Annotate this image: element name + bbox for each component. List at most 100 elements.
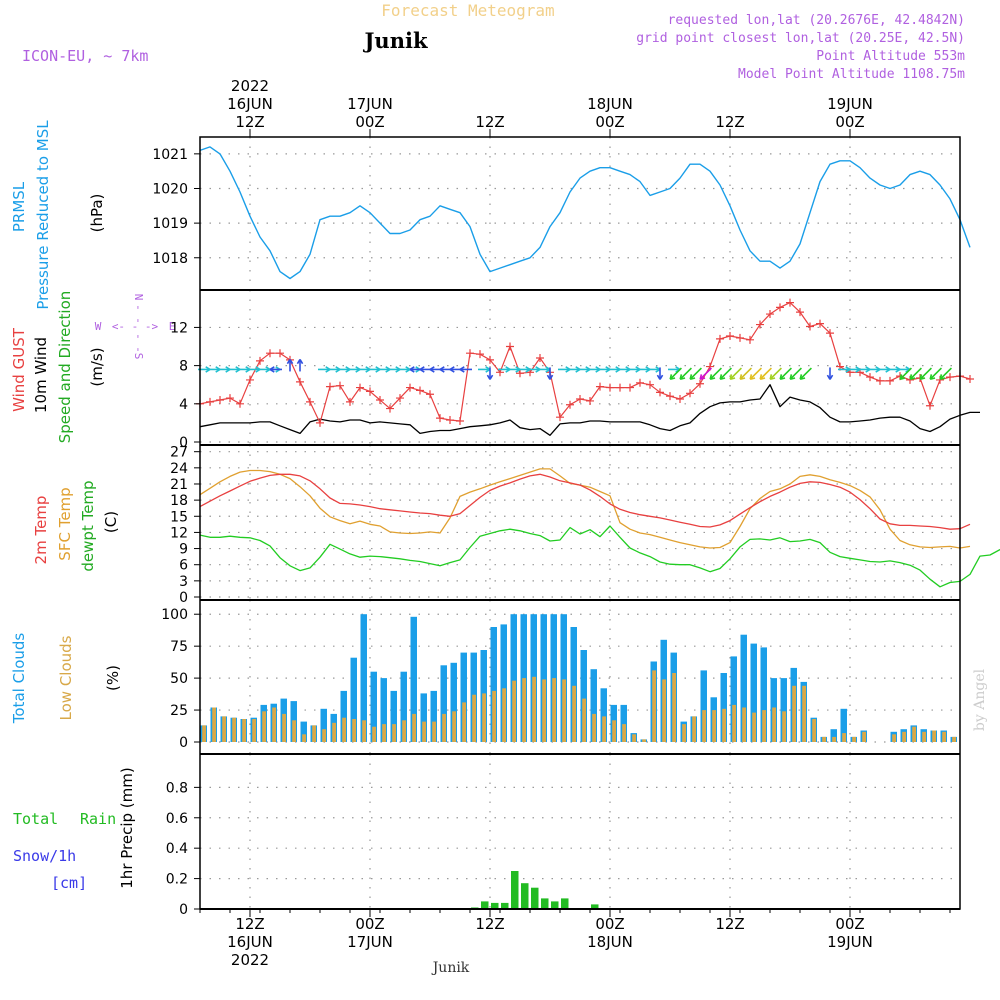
x-tick-label-bottom: 2022	[231, 951, 269, 969]
x-tick-label-bottom: 00Z	[835, 915, 864, 933]
low-cloud-bar	[532, 676, 536, 742]
pressure-ytick-label: 1020	[152, 181, 188, 197]
wind-arrowhead	[739, 374, 746, 381]
gust-point	[446, 416, 454, 425]
gust-point	[786, 298, 794, 307]
x-tick-label-bottom: 16JUN	[227, 933, 273, 951]
wind-direction-arrow	[699, 367, 712, 380]
total-cloud-bar	[300, 721, 307, 742]
gust-point	[266, 349, 274, 358]
low-cloud-bar	[632, 734, 636, 742]
gridpoint-coords: grid point closest lon,lat (20.25E, 42.5…	[636, 31, 965, 46]
gust-point	[826, 329, 834, 338]
gust-point	[676, 395, 684, 404]
wind-direction-arrow	[939, 367, 952, 380]
x-tick-label-bottom: 12Z	[715, 915, 744, 933]
temp-sfc-label: SFC Temp	[56, 487, 74, 560]
wind-direction-arrow	[749, 367, 762, 380]
gust-point	[726, 332, 734, 341]
wind-unit: (m/s)	[88, 347, 106, 386]
gust-point	[816, 319, 824, 328]
wind-direction-label: Speed and Direction	[56, 291, 74, 444]
low-cloud-bar	[622, 724, 626, 742]
clouds-ytick-label: 100	[161, 607, 188, 623]
low-cloud-bar	[652, 670, 656, 742]
wind-arrowhead	[679, 374, 686, 381]
total-cloud-bar	[460, 652, 467, 742]
wind-arrowhead	[286, 359, 294, 365]
low-cloud-bar	[322, 729, 326, 742]
gust-point	[716, 334, 724, 343]
wind-gust-label: Wind GUST	[10, 327, 28, 412]
low-cloud-bar	[512, 680, 516, 742]
temperature-ytick-label: 3	[179, 574, 188, 590]
low-cloud-bar	[242, 719, 246, 742]
gust-point	[346, 397, 354, 406]
rain-bar	[531, 887, 539, 909]
total-cloud-bar	[590, 669, 597, 742]
total-cloud-bar	[750, 643, 757, 742]
gust-point	[666, 392, 674, 401]
wind-arrowhead	[459, 366, 465, 373]
rain-bar	[551, 901, 559, 909]
gust-point	[876, 376, 884, 385]
clouds-unit: (%)	[104, 665, 122, 691]
total-cloud-bar	[540, 614, 547, 742]
chart-title: Forecast Meteogram	[381, 1, 554, 20]
clouds-ytick-label: 75	[170, 639, 188, 655]
total-cloud-bar	[420, 693, 427, 742]
low-cloud-bar	[522, 678, 526, 742]
low-cloud-bar	[282, 713, 286, 742]
wind-direction-arrow	[909, 367, 922, 380]
gust-point	[376, 395, 384, 404]
temp-2m-label: 2m Temp	[32, 496, 50, 565]
gust-point	[586, 396, 594, 405]
low-cloud-bar	[592, 713, 596, 742]
wind-arrowhead	[409, 366, 415, 373]
clouds-total-label: Total Clouds	[10, 633, 28, 725]
x-tick-label-top: 16JUN	[227, 95, 273, 113]
low-cloud-bar	[552, 678, 556, 742]
svg-text:- -: - -	[132, 304, 145, 324]
gust-point	[436, 414, 444, 423]
gust-point	[296, 377, 304, 386]
total-cloud-bar	[740, 634, 747, 742]
low-cloud-bar	[542, 679, 546, 742]
wind-arrowhead	[759, 374, 766, 381]
precip-rain-label: Rain	[80, 810, 116, 828]
gust-point	[746, 335, 754, 344]
temp-dewpt-label: dewpt Temp	[79, 480, 97, 571]
gust-point	[336, 381, 344, 390]
gust-point	[886, 376, 894, 385]
x-tick-label-bottom: 19JUN	[827, 933, 873, 951]
gust-point	[236, 399, 244, 408]
gust-point	[416, 386, 424, 395]
low-cloud-bar	[232, 717, 236, 742]
svg-text:E: E	[169, 320, 176, 333]
total-cloud-bar	[510, 614, 517, 742]
precip-unit: 1hr Precip (mm)	[118, 767, 136, 888]
wind-direction-arrow	[929, 367, 942, 380]
bottom-location-label: Junik	[431, 960, 470, 976]
x-tick-label-top: 12Z	[715, 113, 744, 131]
total-cloud-bar	[700, 670, 707, 742]
pressure-ytick-label: 1019	[152, 216, 188, 232]
wind-direction-arrow	[779, 367, 792, 380]
low-cloud-bar	[642, 739, 646, 742]
wind-direction-arrow	[739, 367, 752, 380]
low-cloud-bar	[422, 721, 426, 742]
wind-direction-arrow	[709, 367, 722, 380]
low-cloud-bar	[782, 711, 786, 742]
svg-text:<- - ->: <- - ->	[112, 320, 159, 333]
temperature-ytick-label: 18	[170, 493, 188, 509]
low-cloud-bar	[452, 711, 456, 742]
wind-direction-arrow	[799, 367, 812, 380]
credit-text: by Angel	[972, 668, 988, 731]
wind-arrowhead	[799, 374, 806, 381]
low-cloud-bar	[342, 717, 346, 742]
total-cloud-bar	[620, 704, 627, 742]
rain-bar	[561, 898, 569, 909]
gust-point	[326, 382, 334, 391]
low-cloud-bar	[252, 719, 256, 742]
wind-arrowhead	[919, 374, 926, 381]
